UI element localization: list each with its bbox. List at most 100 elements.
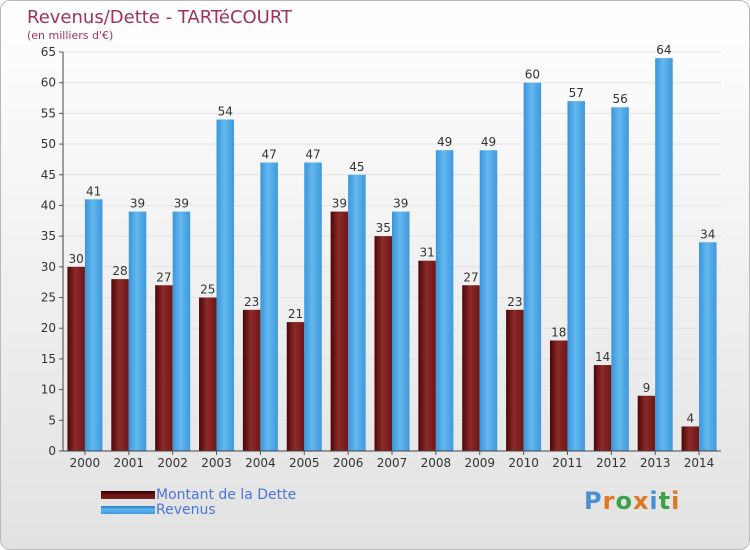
data-label: 39 xyxy=(332,197,347,211)
x-tick-label: 2000 xyxy=(70,456,101,470)
data-label: 21 xyxy=(288,307,303,321)
bar-revenus xyxy=(392,211,410,451)
bar-revenus xyxy=(699,242,717,451)
logo-letter: o xyxy=(615,487,633,515)
data-label: 14 xyxy=(595,350,610,364)
y-tick-label: 20 xyxy=(41,321,56,335)
y-tick-label: 50 xyxy=(41,137,56,151)
data-label: 28 xyxy=(112,264,127,278)
data-label: 18 xyxy=(551,326,566,340)
bar-dette xyxy=(155,285,173,451)
chart-subtitle: (en milliers d'€) xyxy=(27,29,114,42)
bar-dette xyxy=(681,426,700,451)
x-tick-label: 2010 xyxy=(508,456,539,470)
bar-revenus xyxy=(611,107,629,451)
bar-revenus xyxy=(216,119,235,452)
bar-revenus xyxy=(304,162,322,451)
data-label: 27 xyxy=(156,270,171,284)
logo-letter: i xyxy=(671,487,681,515)
bar-revenus xyxy=(655,58,673,452)
x-tick-label: 2006 xyxy=(333,456,364,470)
bar-revenus xyxy=(172,211,191,451)
bar-dette xyxy=(418,260,436,451)
logo-letter: x xyxy=(632,487,650,515)
data-label: 35 xyxy=(376,221,391,235)
data-label: 49 xyxy=(481,135,496,149)
legend-swatch-dette xyxy=(101,491,155,499)
bar-dette xyxy=(199,297,217,451)
y-tick-label: 0 xyxy=(48,444,56,458)
x-tick-label: 2008 xyxy=(421,456,452,470)
data-label: 23 xyxy=(507,295,522,309)
data-label: 39 xyxy=(130,197,145,211)
bar-revenus xyxy=(479,150,498,451)
legend-label-revenus: Revenus xyxy=(156,502,216,518)
data-label: 31 xyxy=(419,246,434,260)
x-tick-label: 2014 xyxy=(684,456,715,470)
x-tick-label: 2011 xyxy=(552,456,583,470)
data-label: 47 xyxy=(262,147,277,161)
data-label: 27 xyxy=(463,270,478,284)
bar-dette xyxy=(593,365,612,451)
data-label: 41 xyxy=(86,184,101,198)
data-label: 39 xyxy=(393,197,408,211)
data-label: 39 xyxy=(174,197,189,211)
data-label: 56 xyxy=(612,92,627,106)
y-tick-label: 60 xyxy=(41,76,56,90)
x-tick-label: 2002 xyxy=(157,456,188,470)
data-label: 30 xyxy=(69,252,84,266)
data-label: 47 xyxy=(305,147,320,161)
logo-letter: t xyxy=(658,487,672,515)
bar-dette xyxy=(637,395,656,451)
y-tick-label: 15 xyxy=(41,352,56,366)
bar-dette xyxy=(111,279,129,451)
x-tick-label: 2013 xyxy=(640,456,671,470)
data-label: 57 xyxy=(569,86,584,100)
data-label: 9 xyxy=(643,381,651,395)
logo-letter: r xyxy=(602,487,616,515)
bar-revenus xyxy=(84,199,103,451)
data-label: 45 xyxy=(349,160,364,174)
y-tick-label: 30 xyxy=(41,260,56,274)
x-tick-label: 2005 xyxy=(289,456,320,470)
y-tick-label: 25 xyxy=(41,291,56,305)
chart-title: Revenus/Dette - TARTéCOURT xyxy=(27,7,293,28)
proxiti-logo: Proxiti xyxy=(584,487,680,515)
legend-swatch-revenus xyxy=(101,506,155,514)
y-tick-label: 40 xyxy=(41,198,56,212)
bar-revenus xyxy=(435,150,454,451)
y-tick-label: 5 xyxy=(48,413,56,427)
legend-label-dette: Montant de la Dette xyxy=(156,487,297,503)
data-label: 34 xyxy=(700,227,715,241)
bar-dette xyxy=(242,309,261,451)
bar-dette xyxy=(330,211,349,451)
data-label: 49 xyxy=(437,135,452,149)
x-tick-label: 2004 xyxy=(245,456,276,470)
bar-revenus xyxy=(260,162,278,451)
y-tick-label: 35 xyxy=(41,229,56,243)
data-label: 4 xyxy=(686,411,694,425)
data-label: 23 xyxy=(244,295,259,309)
x-tick-label: 2009 xyxy=(464,456,495,470)
bar-dette xyxy=(374,236,392,451)
y-tick-label: 10 xyxy=(41,383,56,397)
x-tick-label: 2007 xyxy=(377,456,408,470)
logo-letter: i xyxy=(649,487,659,515)
y-tick-label: 45 xyxy=(41,168,56,182)
data-label: 54 xyxy=(218,105,233,119)
bar-revenus xyxy=(523,82,542,451)
bar-revenus xyxy=(348,174,366,451)
logo-letter: P xyxy=(584,487,603,515)
bar-dette xyxy=(506,309,524,451)
y-tick-label: 65 xyxy=(41,45,56,59)
x-tick-label: 2012 xyxy=(596,456,627,470)
bar-dette xyxy=(286,322,305,451)
bar-revenus xyxy=(567,101,585,451)
bar-dette xyxy=(462,285,480,451)
y-tick-label: 55 xyxy=(41,106,56,120)
bar-revenus xyxy=(128,211,147,451)
bar-dette xyxy=(549,340,568,451)
x-tick-label: 2003 xyxy=(201,456,232,470)
